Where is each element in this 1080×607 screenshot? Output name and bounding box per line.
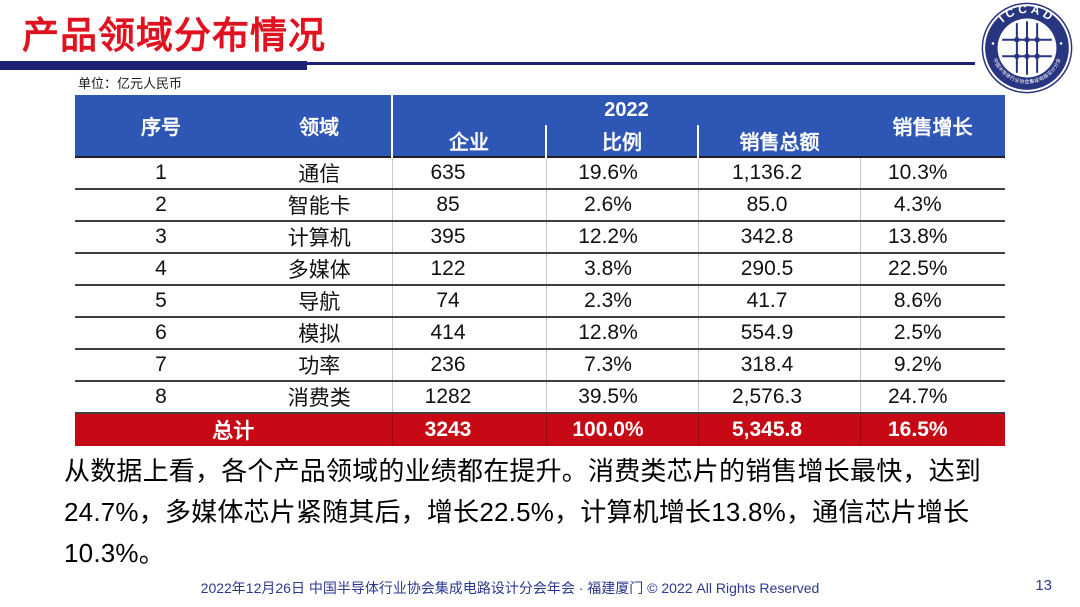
cell-seq: 1 [75, 156, 247, 190]
iccad-logo-icon: ICCAD 中国半导体行业协会集成电路设计分会 [981, 2, 1073, 94]
cell-sales: 41.7 [697, 285, 861, 318]
cell-companies: 236 [391, 349, 546, 382]
total-ratio: 100.0% [545, 413, 698, 446]
cell-ratio: 39.5% [545, 381, 698, 414]
cell-sales: 342.8 [697, 221, 861, 254]
logo-grid-dots [1014, 37, 1040, 59]
cell-domain: 计算机 [247, 221, 392, 254]
cell-ratio: 19.6% [545, 156, 698, 190]
header-year: 2022 [390, 95, 861, 125]
cell-sales: 290.5 [697, 253, 861, 286]
cell-domain: 智能卡 [247, 189, 392, 222]
cell-seq: 2 [75, 189, 247, 222]
page-number: 13 [1035, 577, 1052, 594]
cell-sales: 1,136.2 [697, 156, 861, 190]
cell-sales: 2,576.3 [697, 381, 861, 414]
footer-text: 2022年12月26日 中国半导体行业协会集成电路设计分会年会 · 福建厦门 ©… [200, 580, 820, 596]
title-underline-thick [0, 61, 307, 70]
cell-companies: 635 [391, 156, 546, 190]
table-row: 7 功率 236 7.3% 318.4 9.2% [75, 349, 1006, 382]
cell-domain: 模拟 [247, 317, 392, 350]
cell-growth: 9.2% [859, 349, 1006, 382]
cell-ratio: 7.3% [545, 349, 698, 382]
cell-growth: 2.5% [859, 317, 1006, 350]
header-ratio: 比例 [545, 125, 698, 157]
table-row: 1 通信 635 19.6% 1,136.2 10.3% [75, 156, 1006, 190]
table-header: 序号 领域 2022 销售增长 企业 比例 销售总额 [75, 95, 1006, 157]
cell-seq: 6 [75, 317, 247, 350]
table-row: 6 模拟 414 12.8% 554.9 2.5% [75, 317, 1006, 350]
table-row: 2 智能卡 85 2.6% 85.0 4.3% [75, 189, 1006, 222]
page-title: 产品领域分布情况 [22, 15, 326, 56]
cell-growth: 10.3% [859, 156, 1006, 190]
cell-growth: 22.5% [859, 253, 1006, 286]
cell-companies: 414 [391, 317, 546, 350]
cell-companies: 85 [391, 189, 546, 222]
cell-companies: 395 [391, 221, 546, 254]
cell-growth: 8.6% [859, 285, 1006, 318]
header-domain: 领域 [247, 95, 392, 157]
cell-domain: 导航 [247, 285, 392, 318]
table-row: 5 导航 74 2.3% 41.7 8.6% [75, 285, 1006, 318]
total-companies: 3243 [391, 413, 546, 446]
cell-ratio: 12.2% [545, 221, 698, 254]
cell-seq: 8 [75, 381, 247, 414]
total-label: 总计 [75, 413, 392, 446]
header-seq: 序号 [75, 95, 247, 157]
cell-domain: 功率 [247, 349, 392, 382]
header-sales: 销售总额 [696, 125, 861, 157]
total-sales: 5,345.8 [697, 413, 861, 446]
cell-domain: 多媒体 [247, 253, 392, 286]
total-growth: 16.5% [859, 413, 1006, 446]
title-underline-thin [307, 62, 975, 65]
table-row: 4 多媒体 122 3.8% 290.5 22.5% [75, 253, 1006, 286]
table-row: 3 计算机 395 12.2% 342.8 13.8% [75, 221, 1006, 254]
cell-sales: 85.0 [697, 189, 861, 222]
cell-ratio: 12.8% [545, 317, 698, 350]
cell-companies: 122 [391, 253, 546, 286]
cell-sales: 318.4 [697, 349, 861, 382]
cell-ratio: 3.8% [545, 253, 698, 286]
cell-seq: 7 [75, 349, 247, 382]
cell-ratio: 2.6% [545, 189, 698, 222]
summary-paragraph: 从数据上看，各个产品领域的业绩都在提升。消费类芯片的销售增长最快，达到24.7%… [64, 456, 982, 568]
cell-growth: 4.3% [859, 189, 1006, 222]
cell-ratio: 2.3% [545, 285, 698, 318]
header-companies: 企业 [391, 125, 546, 157]
product-domain-table: 序号 领域 2022 销售增长 企业 比例 销售总额 1 通信 635 19.6… [75, 95, 1006, 446]
cell-domain: 通信 [247, 156, 392, 190]
unit-label: 单位：亿元人民币 [78, 76, 183, 91]
cell-sales: 554.9 [697, 317, 861, 350]
cell-growth: 24.7% [859, 381, 1006, 414]
cell-seq: 5 [75, 285, 247, 318]
cell-companies: 1282 [391, 381, 546, 414]
cell-domain: 消费类 [247, 381, 392, 414]
table-row: 8 消费类 1282 39.5% 2,576.3 24.7% [75, 381, 1006, 414]
cell-companies: 74 [391, 285, 546, 318]
header-growth: 销售增长 [860, 95, 1006, 157]
cell-seq: 3 [75, 221, 247, 254]
table-total-row: 总计 3243 100.0% 5,345.8 16.5% [75, 413, 1006, 446]
cell-seq: 4 [75, 253, 247, 286]
cell-growth: 13.8% [859, 221, 1006, 254]
